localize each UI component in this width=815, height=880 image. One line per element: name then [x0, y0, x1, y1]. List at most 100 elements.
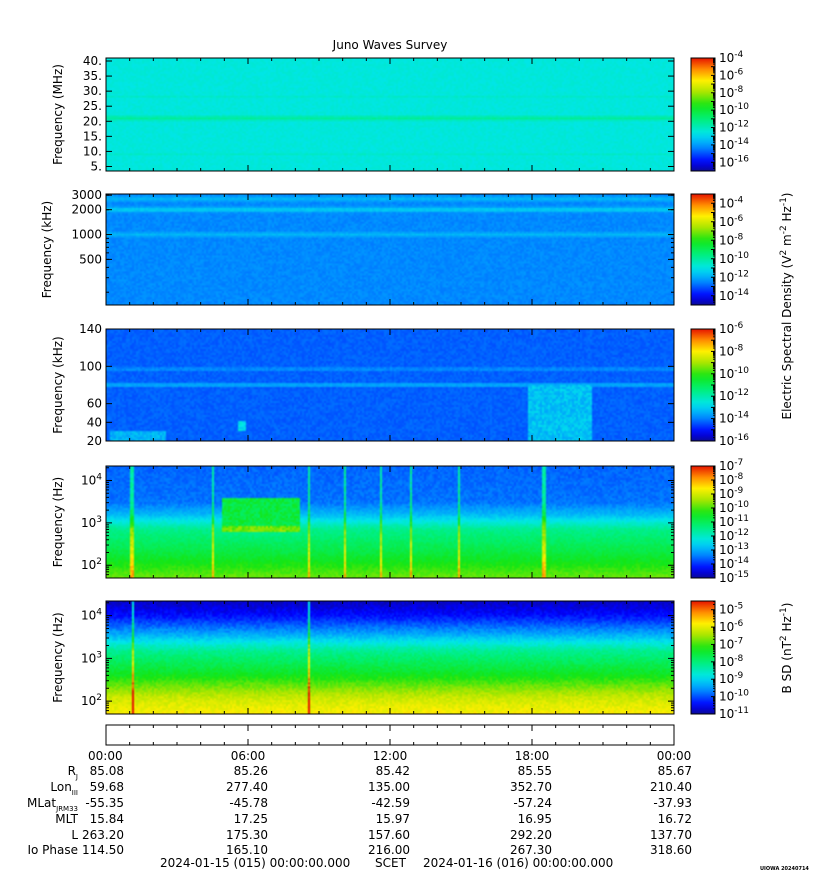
- colorbar-tick-label: 10-11: [719, 514, 749, 529]
- footer-time-system: SCET: [375, 856, 407, 870]
- y-tick-label: 20: [87, 434, 102, 448]
- ephemeris-label: L: [71, 828, 78, 842]
- colorbar-tick-label: 10-6: [719, 214, 744, 229]
- colorbar-tick-label: 10-8: [719, 85, 744, 100]
- colorbar-tick-label: 10-9: [719, 671, 744, 686]
- colorbar-2: 10-4 10-6 10-8 10-10 10-12 10-14: [690, 193, 749, 306]
- ephemeris-value: 15.84: [90, 812, 124, 826]
- colorbar-tick-label: 10-5: [719, 602, 743, 617]
- y-tick-label: 2000: [71, 203, 102, 217]
- y-tick-label: 102: [81, 693, 102, 708]
- y-axis-label: Frequency (Hz): [51, 477, 65, 568]
- ephemeris-label: RJ: [68, 764, 78, 781]
- ephemeris-label: MLatJRM33: [27, 796, 78, 813]
- colorbars: 10-4 10-6 10-8 10-10 10-12 10-14 10-16 10-4 10-6…: [690, 50, 749, 721]
- y-tick-label: 3000: [71, 188, 102, 202]
- ephemeris-value: 137.70: [650, 828, 692, 842]
- y-tick-label: 100: [79, 359, 102, 373]
- ephemeris-value: 318.60: [650, 843, 692, 857]
- ephemeris-value: 85.42: [376, 764, 410, 778]
- spectrogram-panels: 5.10.15.20.25.30.35.40. Frequency (MHz) 50…: [40, 54, 675, 715]
- panel-5: 102 103 104 Frequency (Hz): [51, 600, 675, 715]
- ephemeris-value: -55.35: [85, 796, 124, 810]
- spectrogram-image: [106, 329, 674, 441]
- colorbar-tick-label: 10-12: [719, 120, 749, 135]
- ephemeris-value: 85.08: [90, 764, 124, 778]
- colorbar-tick-label: 10-10: [719, 689, 749, 704]
- y-tick-label: 103: [81, 515, 102, 530]
- colorbar-1: 10-4 10-6 10-8 10-10 10-12 10-14 10-16: [690, 50, 749, 172]
- y-tick-label: 104: [81, 473, 102, 488]
- colorbar-tick-label: 10-4: [719, 195, 744, 210]
- footer-start-time: 2024-01-15 (015) 00:00:00.000: [160, 856, 350, 870]
- colorbar-tick-label: 10-14: [719, 556, 749, 571]
- colorbar-tick-label: 10-8: [719, 232, 744, 247]
- y-axis-label: Frequency (kHz): [51, 336, 65, 433]
- y-tick-label: 104: [81, 608, 102, 623]
- ephemeris-value: -45.78: [229, 796, 268, 810]
- colorbar-4: 10-710-810-910-1010-1110-1210-1310-1410-…: [690, 458, 749, 585]
- y-tick-label: 103: [81, 650, 102, 665]
- y-tick-label: 30.: [83, 84, 102, 98]
- y-tick-label: 5.: [91, 159, 102, 173]
- y-tick-label: 25.: [83, 99, 102, 113]
- magnetic-colorbar-title: B SD (nT2 Hz-1): [779, 603, 794, 694]
- ephemeris-value: 15.97: [376, 812, 410, 826]
- chart-title: Juno Waves Survey: [332, 38, 448, 52]
- ephemeris-value: 165.10: [226, 843, 268, 857]
- colorbar-tick-label: 10-6: [719, 619, 744, 634]
- ephemeris-value: -37.93: [653, 796, 692, 810]
- spectrogram-image: [106, 194, 674, 305]
- y-axis-label: Frequency (Hz): [51, 612, 65, 703]
- ephemeris-label: LonIII: [50, 780, 78, 797]
- ephemeris-table: RJ 85.08 85.26 85.42 85.55 85.67 LonIII 59.68 27…: [27, 764, 692, 857]
- y-tick-label: 40.: [83, 54, 102, 68]
- ephemeris-value: 157.60: [368, 828, 410, 842]
- ephemeris-value: 85.55: [518, 764, 552, 778]
- ephemeris-value: 114.50: [82, 843, 124, 857]
- time-axis: 00:00 06:00 12:00 18:00 00:00: [88, 724, 691, 763]
- spectrogram-image: [106, 466, 674, 578]
- ephemeris-value: 210.40: [650, 780, 692, 794]
- colorbar-tick-label: 10-11: [719, 706, 749, 721]
- ephemeris-value: 216.00: [368, 843, 410, 857]
- colorbar-tick-label: 10-8: [719, 654, 744, 669]
- y-tick-label: 102: [81, 557, 102, 572]
- colorbar-tick-label: 10-10: [719, 366, 749, 381]
- colorbar-titles: Electric Spectral Density (V2 m-2 Hz-1) B…: [779, 192, 794, 693]
- colorbar-tick-label: 10-12: [719, 388, 749, 403]
- colorbar-tick-label: 10-14: [719, 288, 749, 303]
- colorbar-tick-label: 10-10: [719, 251, 749, 266]
- colorbar-tick-label: 10-16: [719, 154, 749, 169]
- ephemeris-value: 135.00: [368, 780, 410, 794]
- colorbar-tick-label: 10-12: [719, 528, 749, 543]
- colorbar-tick-label: 10-6: [719, 67, 744, 82]
- colorbar-tick-label: 10-7: [719, 458, 743, 473]
- ephemeris-value: 16.72: [658, 812, 692, 826]
- colorbar-tick-label: 10-8: [719, 343, 744, 358]
- colorbar-tick-label: 10-15: [719, 570, 749, 585]
- ephemeris-value: 17.25: [234, 812, 268, 826]
- time-tick-label: 06:00: [231, 749, 266, 763]
- colorbar-3: 10-6 10-8 10-10 10-12 10-14 10-16: [690, 321, 749, 448]
- colorbar-5: 10-5 10-6 10-7 10-8 10-9 10-10 10-11: [690, 600, 749, 721]
- y-tick-label: 500: [79, 252, 102, 266]
- colorbar-tick-label: 10-10: [719, 500, 749, 515]
- colorbar-scale: [690, 600, 716, 715]
- colorbar-tick-label: 10-4: [719, 50, 744, 65]
- colorbar-scale: [690, 57, 716, 172]
- colorbar-tick-label: 10-7: [719, 636, 743, 651]
- y-tick-label: 1000: [71, 228, 102, 242]
- ephemeris-label: Io Phase: [27, 843, 78, 857]
- ephemeris-value: 175.30: [226, 828, 268, 842]
- y-tick-label: 10.: [83, 144, 102, 158]
- time-tick-label: 18:00: [515, 749, 550, 763]
- ephemeris-value: 263.20: [82, 828, 124, 842]
- colorbar-tick-label: 10-8: [719, 472, 744, 487]
- y-tick-label: 40: [87, 415, 102, 429]
- colorbar-tick-label: 10-14: [719, 411, 749, 426]
- ephemeris-label: MLT: [55, 812, 78, 826]
- ephemeris-value: 59.68: [90, 780, 124, 794]
- spectrogram-image: [106, 601, 674, 714]
